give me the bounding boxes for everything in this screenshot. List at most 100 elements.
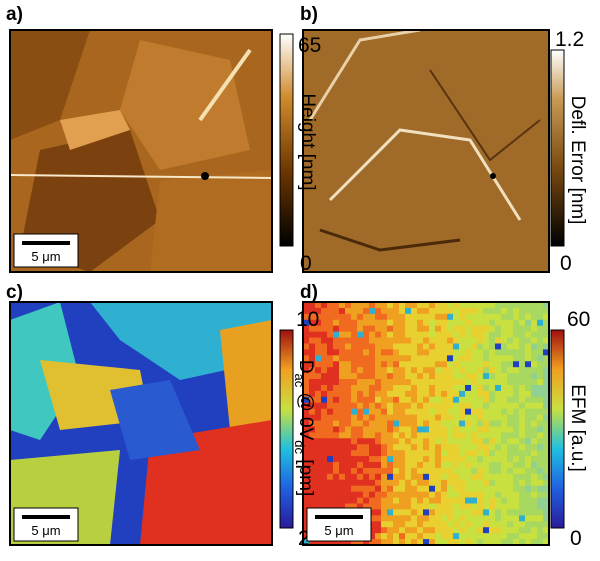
pixel bbox=[477, 444, 484, 451]
pixel bbox=[351, 467, 358, 475]
pixel bbox=[459, 426, 466, 433]
pixel bbox=[345, 379, 352, 386]
pixel bbox=[393, 485, 400, 493]
pixel bbox=[471, 473, 478, 481]
pixel bbox=[411, 503, 418, 510]
pixel bbox=[543, 361, 549, 368]
pixel bbox=[411, 379, 418, 386]
pixel bbox=[477, 343, 484, 350]
dac-image bbox=[10, 302, 272, 545]
pixel bbox=[381, 355, 388, 362]
pixel bbox=[447, 527, 454, 534]
pixel bbox=[459, 402, 466, 410]
pixel bbox=[471, 450, 478, 457]
pixel bbox=[423, 379, 430, 386]
pixel bbox=[405, 302, 412, 309]
pixel bbox=[375, 331, 382, 339]
pixel bbox=[483, 355, 490, 362]
pixel bbox=[357, 497, 364, 505]
pixel bbox=[417, 533, 424, 540]
pixel bbox=[393, 426, 400, 433]
pixel bbox=[405, 367, 412, 374]
pixel bbox=[327, 414, 334, 422]
pixel bbox=[531, 533, 538, 540]
pixel bbox=[483, 456, 490, 463]
pixel bbox=[543, 307, 549, 315]
pixel bbox=[339, 355, 346, 362]
pixel bbox=[441, 420, 448, 427]
pixel bbox=[519, 462, 526, 469]
pixel bbox=[303, 432, 310, 439]
pixel bbox=[303, 473, 310, 481]
pixel bbox=[333, 485, 340, 493]
pixel bbox=[495, 307, 502, 315]
pixel bbox=[447, 426, 454, 433]
pixel bbox=[537, 373, 544, 380]
pixel bbox=[453, 479, 460, 487]
pixel bbox=[447, 414, 454, 422]
pixel bbox=[537, 503, 544, 510]
pixel bbox=[363, 337, 370, 344]
colorbar-max: 65 bbox=[298, 34, 321, 57]
pixel bbox=[525, 485, 532, 493]
pixel bbox=[465, 533, 472, 540]
pixel bbox=[327, 307, 334, 315]
pixel bbox=[363, 456, 370, 463]
pixel bbox=[495, 313, 502, 321]
pixel bbox=[519, 373, 526, 380]
pixel bbox=[315, 479, 322, 487]
pixel bbox=[417, 373, 424, 380]
pixel bbox=[507, 361, 514, 368]
pixel bbox=[327, 473, 334, 481]
pixel bbox=[507, 527, 514, 534]
pixel bbox=[357, 408, 364, 416]
pixel bbox=[375, 379, 382, 386]
panel-label: b) bbox=[300, 4, 318, 25]
pixel bbox=[351, 337, 358, 344]
pixel bbox=[387, 313, 394, 321]
pixel bbox=[381, 527, 388, 534]
pixel bbox=[303, 355, 310, 362]
pixel bbox=[459, 420, 466, 427]
pixel bbox=[369, 390, 376, 398]
pixel bbox=[315, 325, 322, 333]
pixel bbox=[471, 384, 478, 392]
pixel bbox=[333, 379, 340, 386]
pixel bbox=[429, 521, 436, 528]
pixel bbox=[471, 462, 478, 469]
pixel bbox=[375, 390, 382, 398]
pixel bbox=[345, 307, 352, 315]
pixel bbox=[441, 302, 448, 309]
pixel bbox=[459, 325, 466, 333]
pixel bbox=[303, 479, 310, 487]
pixel bbox=[447, 444, 454, 451]
pixel bbox=[537, 331, 544, 339]
pixel bbox=[429, 462, 436, 469]
pixel bbox=[501, 355, 508, 362]
pixel bbox=[339, 367, 346, 374]
pixel bbox=[537, 337, 544, 344]
pixel bbox=[411, 456, 418, 463]
pixel bbox=[369, 349, 376, 356]
pixel bbox=[507, 302, 514, 309]
pixel bbox=[495, 521, 502, 528]
pixel bbox=[459, 379, 466, 386]
pixel bbox=[465, 373, 472, 380]
pixel bbox=[381, 497, 388, 505]
pixel bbox=[423, 319, 430, 327]
pixel bbox=[363, 444, 370, 451]
height-image bbox=[10, 30, 272, 272]
pixel bbox=[399, 509, 406, 516]
pixel bbox=[519, 539, 526, 545]
pixel bbox=[375, 462, 382, 469]
pixel bbox=[453, 384, 460, 392]
pixel bbox=[405, 527, 412, 534]
pixel bbox=[501, 503, 508, 510]
pixel bbox=[495, 485, 502, 493]
pixel bbox=[315, 462, 322, 469]
pixel bbox=[393, 521, 400, 528]
pixel bbox=[369, 396, 376, 404]
pixel bbox=[507, 408, 514, 416]
pixel bbox=[315, 444, 322, 451]
pixel bbox=[435, 509, 442, 516]
